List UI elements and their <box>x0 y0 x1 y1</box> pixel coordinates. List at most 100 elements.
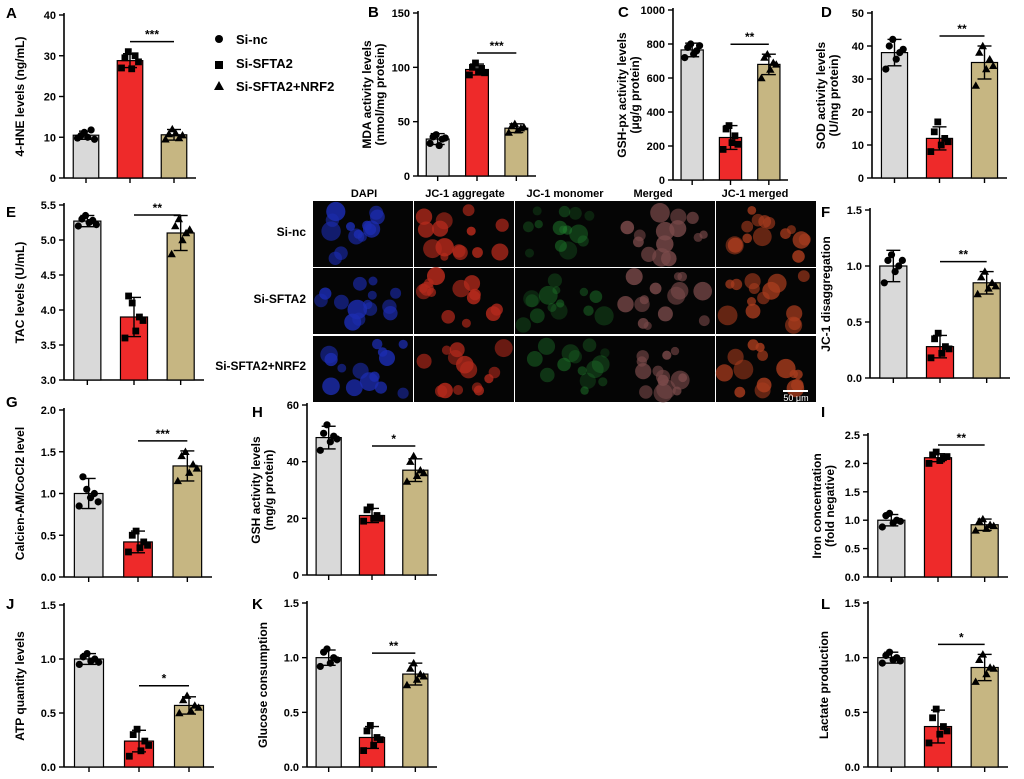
micro-row-si-sfta2-nrf2: Si-SFTA2+NRF2 <box>215 359 306 373</box>
y-tick-label: 2.5 <box>845 430 860 442</box>
y-tick-label: 0.5 <box>845 544 860 556</box>
data-point-triangle <box>419 468 428 477</box>
micro-cell <box>661 250 677 267</box>
data-point-triangle <box>412 675 422 683</box>
micro-cell <box>744 273 761 290</box>
y-tick-label: 0.5 <box>845 707 860 719</box>
bar <box>757 63 781 181</box>
chart-G: G Calcien-AM/CoCl2 level 0.0 0.5 1.0 1.5 2.0 **… <box>6 394 212 584</box>
panel-letter: A <box>6 5 17 22</box>
data-point-square <box>931 335 938 343</box>
data-point-triangle <box>989 664 998 672</box>
scale-bar-label: 50 μm <box>783 393 808 403</box>
bar <box>877 657 906 768</box>
data-point-square <box>934 118 942 126</box>
data-point-square <box>360 747 368 754</box>
data-point-circle <box>326 438 334 446</box>
micro-cell <box>757 291 770 305</box>
data-point-circle <box>320 429 328 437</box>
micro-cell <box>580 386 589 395</box>
data-point-square <box>133 725 141 733</box>
data-point-circle <box>885 42 893 50</box>
micro-cell <box>763 216 776 230</box>
micro-cell <box>452 279 470 298</box>
data-point-triangle <box>510 119 520 128</box>
micro-col-jc1-monomer: JC-1 monomer <box>526 188 604 200</box>
micro-cell <box>641 246 657 262</box>
significance-label: * <box>959 630 964 644</box>
data-point-triangle <box>519 122 529 131</box>
y-tick-label: 0.5 <box>41 708 56 720</box>
data-point-square <box>124 48 132 56</box>
data-point-triangle <box>757 73 766 82</box>
micro-cell <box>334 246 348 260</box>
y-tick-label: 150 <box>392 8 410 20</box>
data-point-square <box>129 731 137 738</box>
micro-cell <box>757 350 768 361</box>
micro-cell <box>345 379 363 397</box>
y-tick-label: 1.5 <box>284 598 299 610</box>
micro-cell <box>586 360 604 379</box>
micro-cell <box>382 299 397 314</box>
bar <box>402 469 429 576</box>
data-point-triangle <box>194 703 203 711</box>
micro-cell <box>584 210 595 221</box>
micro-cell <box>346 222 355 231</box>
y-tick-label: 0.0 <box>845 572 860 584</box>
legend-label-si-nc: Si-nc <box>236 32 268 47</box>
micro-cell <box>649 282 662 295</box>
bar <box>972 282 1001 379</box>
micro-cell <box>334 294 349 310</box>
micro-cell <box>639 295 649 305</box>
y-axis-label: 4-HNE levels (ng/mL) <box>13 36 27 156</box>
y-tick-label: 50 <box>852 8 864 20</box>
micro-cell <box>767 273 787 293</box>
micro-cell <box>655 221 675 241</box>
data-point-square <box>940 454 947 462</box>
micro-cell <box>488 366 501 379</box>
micro-cell <box>582 338 597 353</box>
micro-cell <box>353 276 367 291</box>
y-axis-label: SOD activity levels <box>814 41 828 149</box>
y-tick-label: 1.0 <box>41 654 56 666</box>
data-point-square <box>137 747 145 755</box>
y-tick-label: 1.0 <box>845 515 860 527</box>
data-point-circle <box>892 55 900 63</box>
data-point-circle <box>90 489 98 498</box>
data-point-triangle <box>167 249 176 258</box>
micro-cell <box>525 294 539 308</box>
micro-cell <box>423 239 442 259</box>
data-point-circle <box>84 133 92 141</box>
micro-cell <box>677 271 687 282</box>
data-point-square <box>140 538 148 546</box>
micro-cell <box>462 204 475 217</box>
data-point-triangle <box>987 278 997 286</box>
data-point-square <box>728 139 736 146</box>
micro-cell <box>398 339 408 349</box>
data-point-circle <box>895 262 903 270</box>
legend: Si-nc Si-SFTA2 Si-SFTA2+NRF2 <box>214 32 334 94</box>
panel-letter: I <box>821 404 825 421</box>
data-point-triangle <box>975 48 984 56</box>
micro-cell <box>670 208 687 225</box>
micro-cell <box>368 276 378 286</box>
micro-cell <box>776 358 796 379</box>
y-tick-label: 20 <box>44 92 56 104</box>
bar <box>970 61 999 179</box>
data-point-triangle <box>178 131 187 139</box>
data-point-triangle <box>402 680 412 689</box>
data-point-triangle <box>174 214 184 223</box>
micro-cell <box>532 206 542 216</box>
data-point-square <box>940 723 947 730</box>
y-axis-label: Calcien-AM/CoCl2 level <box>13 427 27 560</box>
micro-cell <box>715 364 734 382</box>
micro-tile <box>515 268 615 334</box>
data-point-square <box>132 527 140 535</box>
y-tick-label: 200 <box>647 141 665 153</box>
panel-letter: J <box>6 596 14 613</box>
y-tick-label: 10 <box>44 132 56 144</box>
data-point-square <box>936 730 944 738</box>
micro-cell <box>426 287 437 297</box>
micro-cell <box>672 386 682 396</box>
data-point-circle <box>896 657 904 665</box>
